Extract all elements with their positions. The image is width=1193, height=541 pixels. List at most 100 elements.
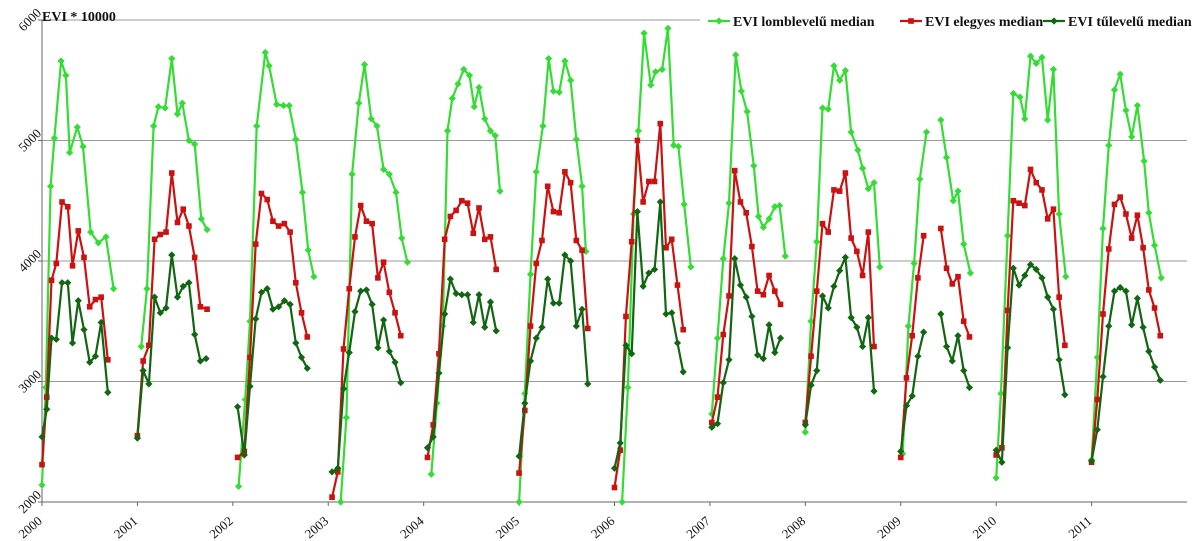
series-2-point [634, 137, 641, 144]
series-2-point [86, 303, 93, 310]
series-2-point [777, 301, 784, 308]
series-2-point [380, 259, 387, 266]
series-2-point [1033, 179, 1040, 186]
series-1-point [273, 100, 281, 108]
series-2-point [1146, 287, 1152, 293]
series-1-point [549, 87, 558, 95]
x-tick-label-2003: 2003 [302, 513, 332, 541]
series-3-point [374, 344, 382, 352]
series-2-point [1016, 200, 1022, 206]
series-3-point [908, 392, 916, 400]
series-1-point [807, 317, 815, 325]
series-3-point [379, 316, 388, 324]
series-2-point [186, 223, 192, 229]
series-1-point [360, 60, 369, 69]
series-3-point [538, 323, 546, 331]
x-tick-label-2011: 2011 [1065, 513, 1094, 541]
series-3-point [807, 381, 815, 389]
series-1-line [1090, 73, 1163, 460]
series-2-point [550, 208, 557, 215]
series-2-point [281, 220, 288, 227]
series-2-point [533, 260, 540, 267]
legend-swatch-marker [1050, 17, 1058, 25]
y-tick-label-6000: 6000 [15, 5, 44, 34]
series-3-point [246, 382, 254, 390]
series-2-point [298, 310, 305, 316]
series-3-point [286, 300, 294, 308]
series-1-point [1026, 52, 1035, 60]
series-2-point [749, 243, 755, 250]
series-3-point [385, 347, 393, 355]
series-2-point [397, 332, 404, 339]
series-2-point [1050, 206, 1057, 212]
series-1-point [847, 128, 855, 136]
series-3-point [1044, 293, 1052, 301]
series-1-point [870, 179, 878, 187]
series-1-point [261, 48, 269, 57]
series-3-point [1099, 373, 1107, 381]
series-1-point [1116, 70, 1124, 78]
legend-swatch-marker [715, 17, 723, 25]
series-2-point [766, 272, 772, 279]
series-1-point [42, 383, 50, 392]
series-1-point [949, 197, 957, 205]
series-3-point [662, 310, 670, 318]
series-3-point [97, 318, 105, 327]
series-2-point [459, 197, 465, 204]
series-1-point [373, 122, 381, 130]
series-3-point [650, 265, 659, 274]
series-3-point [252, 315, 260, 323]
series-2-line [136, 171, 208, 436]
series-1-point [1016, 93, 1024, 101]
series-3-point [742, 293, 750, 301]
series-3-point [998, 458, 1006, 466]
series-3-point [1049, 305, 1058, 313]
series-2-point [287, 229, 293, 235]
series-1-point [813, 238, 821, 246]
legend-swatch-marker [908, 18, 914, 24]
series-2-point [64, 203, 71, 210]
series-3-point [429, 433, 437, 441]
series-3-line [40, 281, 109, 438]
series-3-point [813, 367, 821, 375]
series-1-point [555, 88, 563, 96]
series-3-point [104, 388, 112, 396]
series-1-point [992, 474, 1000, 482]
series-2-point [1027, 166, 1034, 173]
series-1-point [651, 68, 660, 76]
series-2-point [737, 199, 744, 205]
series-3-point [771, 348, 779, 357]
series-1-point [572, 135, 580, 143]
series-3-point [870, 387, 878, 395]
legend-item-3: EVI tűlevelű median [1043, 15, 1192, 30]
series-1-point [173, 110, 182, 118]
series-3-point [339, 385, 348, 393]
series-3-point [1015, 281, 1023, 289]
series-3-point [1156, 376, 1164, 384]
x-tick-label-2006: 2006 [588, 513, 618, 541]
series-2-point [1004, 307, 1011, 314]
series-3-point [656, 198, 664, 206]
series-1-point [916, 175, 924, 183]
legend-item-1: EVI lomblevelű median [708, 15, 875, 30]
series-2-point [105, 357, 111, 363]
series-3-point [64, 279, 72, 287]
series-2-point [340, 346, 347, 352]
series-1-point [292, 135, 300, 143]
series-1-point [1009, 89, 1017, 98]
series-1-point [1038, 53, 1046, 61]
series-3-point [458, 291, 466, 299]
series-2-point [772, 288, 778, 294]
series-1-point [664, 24, 672, 33]
series-2-point [562, 169, 568, 175]
series-3-point [765, 321, 773, 329]
series-1-point [725, 199, 733, 207]
series-3-point [584, 380, 592, 388]
series-3-point [555, 299, 563, 307]
series-1-point [185, 136, 193, 145]
series-3-point [1133, 294, 1141, 302]
series-2-point [1010, 197, 1017, 204]
series-3-point [257, 288, 266, 296]
x-tick-label-2009: 2009 [874, 513, 904, 541]
